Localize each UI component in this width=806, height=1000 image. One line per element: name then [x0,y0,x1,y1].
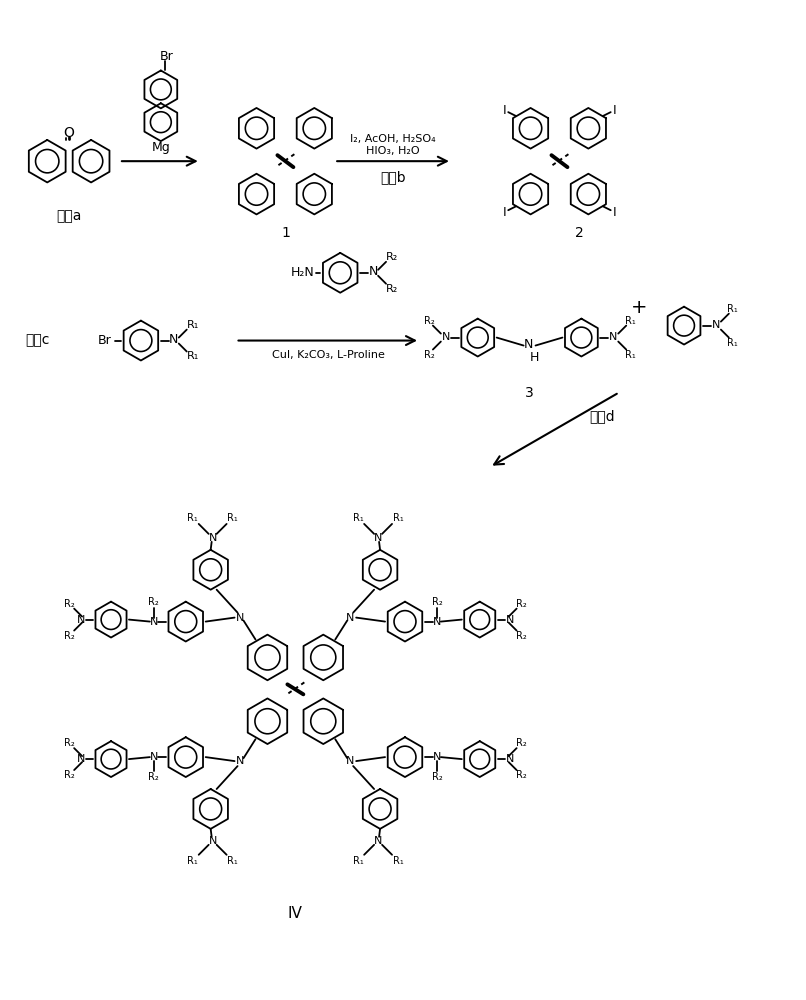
Text: 3: 3 [526,386,534,400]
Text: R₂: R₂ [423,350,434,360]
Text: N: N [505,754,513,764]
Text: N: N [609,332,617,342]
Text: +: + [631,298,647,317]
Text: R₁: R₁ [353,856,364,866]
Text: R₂: R₂ [516,631,527,641]
Text: R₂: R₂ [516,599,527,609]
Text: O: O [64,126,75,140]
Text: 2: 2 [575,226,584,240]
Text: N: N [712,320,720,330]
Text: N: N [374,836,382,846]
Text: N: N [77,615,85,625]
Text: R₂: R₂ [516,738,527,748]
Text: I: I [502,104,506,117]
Text: I: I [613,206,617,219]
Text: R₂: R₂ [386,252,398,262]
Text: Mg: Mg [152,141,170,154]
Text: R₂: R₂ [423,316,434,326]
Text: 步骤c: 步骤c [25,334,49,348]
Text: H: H [530,351,539,364]
Text: Br: Br [98,334,112,347]
Text: R₂: R₂ [64,738,74,748]
Text: N: N [150,617,158,627]
Text: R₂: R₂ [64,631,74,641]
Text: 1: 1 [281,226,290,240]
Text: 步骤b: 步骤b [380,170,406,184]
Text: N: N [433,617,441,627]
Text: N: N [368,265,378,278]
Text: R₁: R₁ [187,351,199,361]
Text: R₂: R₂ [431,597,442,607]
Text: R₂: R₂ [64,599,74,609]
Text: N: N [374,533,382,543]
Text: I₂, AcOH, H₂SO₄: I₂, AcOH, H₂SO₄ [351,134,436,144]
Text: N: N [209,836,217,846]
Text: N: N [433,752,441,762]
Text: N: N [505,615,513,625]
Text: R₁: R₁ [625,350,636,360]
Text: N: N [346,756,355,766]
Text: Br: Br [160,50,173,63]
Text: R₁: R₁ [187,513,198,523]
Text: R₁: R₁ [393,856,403,866]
Text: R₂: R₂ [386,284,398,294]
Text: N: N [169,333,178,346]
Text: N: N [236,613,245,623]
Text: N: N [524,338,534,351]
Text: R₁: R₁ [353,513,364,523]
Text: R₂: R₂ [431,772,442,782]
Text: H₂N: H₂N [290,266,314,279]
Text: R₂: R₂ [64,770,74,780]
Text: N: N [150,752,158,762]
Text: 步骤d: 步骤d [589,409,615,423]
Text: R₁: R₁ [625,316,636,326]
Text: N: N [236,756,245,766]
Text: N: N [77,754,85,764]
Text: R₂: R₂ [148,597,160,607]
Text: R₁: R₁ [227,856,238,866]
Text: N: N [442,332,450,342]
Text: R₂: R₂ [148,772,160,782]
Text: N: N [346,613,355,623]
Text: HIO₃, H₂O: HIO₃, H₂O [366,146,420,156]
Text: R₁: R₁ [393,513,403,523]
Text: R₁: R₁ [728,304,738,314]
Text: CuI, K₂CO₃, L-Proline: CuI, K₂CO₃, L-Proline [272,350,384,360]
Text: 步骤a: 步骤a [56,209,82,223]
Text: IV: IV [288,906,303,921]
Text: I: I [613,104,617,117]
Text: N: N [209,533,217,543]
Text: R₁: R₁ [227,513,238,523]
Text: R₁: R₁ [728,338,738,348]
Text: R₂: R₂ [516,770,527,780]
Text: R₁: R₁ [187,320,199,330]
Text: I: I [502,206,506,219]
Text: R₁: R₁ [187,856,198,866]
